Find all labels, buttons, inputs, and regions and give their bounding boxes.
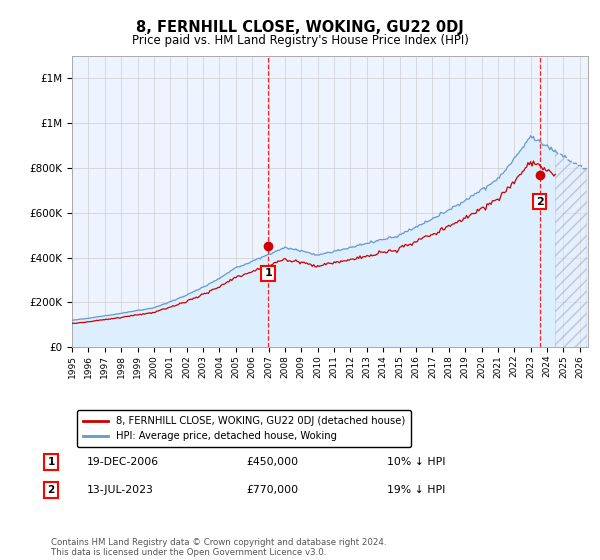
Text: £770,000: £770,000: [246, 485, 298, 495]
Text: £450,000: £450,000: [246, 457, 298, 467]
Legend: 8, FERNHILL CLOSE, WOKING, GU22 0DJ (detached house), HPI: Average price, detach: 8, FERNHILL CLOSE, WOKING, GU22 0DJ (det…: [77, 410, 411, 447]
Text: 19% ↓ HPI: 19% ↓ HPI: [387, 485, 445, 495]
Text: 19-DEC-2006: 19-DEC-2006: [87, 457, 159, 467]
Text: Price paid vs. HM Land Registry's House Price Index (HPI): Price paid vs. HM Land Registry's House …: [131, 34, 469, 46]
Text: 2: 2: [47, 485, 55, 495]
Text: 10% ↓ HPI: 10% ↓ HPI: [387, 457, 445, 467]
Text: 1: 1: [47, 457, 55, 467]
Text: 8, FERNHILL CLOSE, WOKING, GU22 0DJ: 8, FERNHILL CLOSE, WOKING, GU22 0DJ: [136, 20, 464, 35]
Text: Contains HM Land Registry data © Crown copyright and database right 2024.
This d: Contains HM Land Registry data © Crown c…: [51, 538, 386, 557]
Text: 13-JUL-2023: 13-JUL-2023: [87, 485, 154, 495]
Text: 2: 2: [536, 197, 544, 207]
Text: 1: 1: [264, 268, 272, 278]
